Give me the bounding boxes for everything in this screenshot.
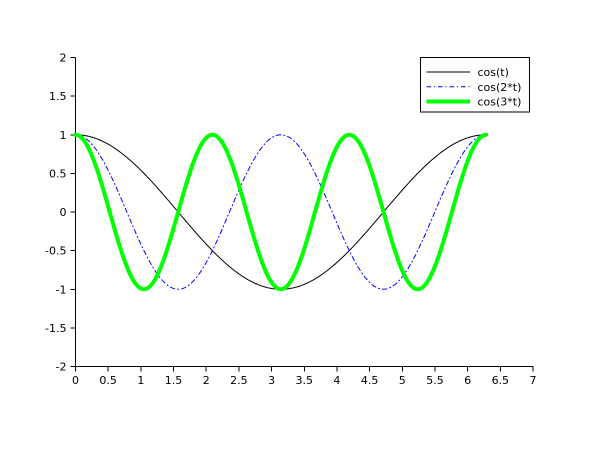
- y-tick-label: -2: [56, 361, 67, 374]
- y-tick-label: -1.5: [45, 322, 66, 335]
- x-tick-label: 6: [464, 374, 471, 387]
- y-tick-label: 0.5: [49, 167, 67, 180]
- x-tick-label: 3: [268, 374, 275, 387]
- y-tick-label: -0.5: [45, 245, 66, 258]
- curve-0-cos-1t: [75, 134, 487, 290]
- x-tick-label: 4: [333, 374, 340, 387]
- curve-2-cos-3t: [73, 132, 489, 292]
- curve-1-cos-2t: [75, 134, 487, 290]
- x-tick-label: 6.5: [492, 374, 510, 387]
- x-tick-label: 1: [137, 374, 144, 387]
- x-tick-label: 7: [530, 374, 537, 387]
- curves: [73, 132, 489, 292]
- x-tick-label: 0: [72, 374, 79, 387]
- x-tick-label: 1.5: [165, 374, 183, 387]
- x-tick-label: 5: [399, 374, 406, 387]
- x-tick-label: 0.5: [99, 374, 117, 387]
- y-tick-label: 1.5: [49, 90, 67, 103]
- y-tick-label: 1: [60, 129, 67, 142]
- legend-label-2: cos(3*t): [478, 96, 522, 109]
- x-tick-label: 5.5: [426, 374, 444, 387]
- y-tick-label: -1: [56, 283, 67, 296]
- legend-label-0: cos(t): [478, 66, 509, 79]
- x-tick-label: 2: [203, 374, 210, 387]
- x-tick-label: 4.5: [361, 374, 379, 387]
- axes: 0 0.5 1 1.5 2 2.5 3 3.5 4 4.5 5 5.5 6 6.5 7 -2 -1.5 -1 -0.…: [45, 52, 536, 388]
- y-tick-label: 2: [60, 52, 67, 65]
- legend: cos(t) cos(2*t) cos(3*t): [420, 57, 530, 113]
- y-tick-label: 0: [60, 206, 67, 219]
- x-tick-label: 2.5: [230, 374, 248, 387]
- x-tick-label: 3.5: [296, 374, 314, 387]
- legend-label-1: cos(2*t): [478, 81, 522, 94]
